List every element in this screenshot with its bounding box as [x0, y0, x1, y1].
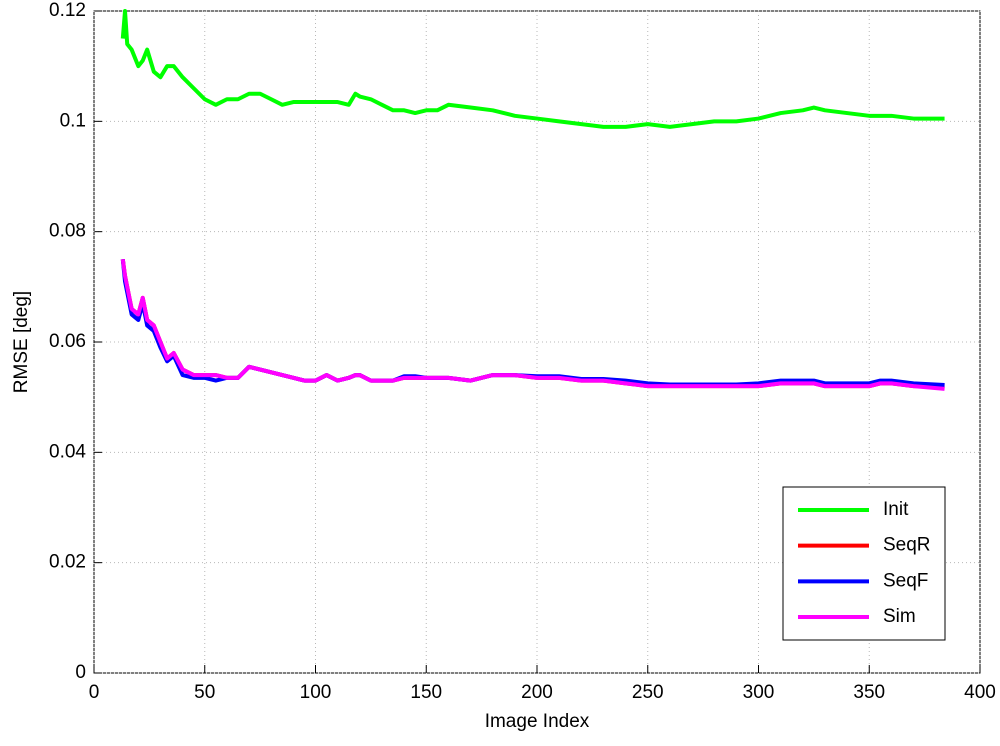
x-tick-label: 100: [300, 682, 332, 703]
y-tick-label: 0.06: [49, 331, 86, 352]
x-tick-label: 0: [89, 682, 100, 703]
x-axis-label: Image Index: [485, 711, 590, 732]
y-axis-label: RMSE [deg]: [11, 291, 32, 393]
x-tick-label: 350: [853, 682, 885, 703]
x-tick-label: 200: [521, 682, 553, 703]
legend-label: Init: [883, 499, 909, 520]
legend-label: SeqF: [883, 570, 928, 591]
y-tick-label: 0.12: [49, 0, 86, 21]
y-tick-label: 0.1: [60, 110, 86, 131]
series-line: [120, 9, 945, 129]
x-tick-label: 250: [632, 682, 664, 703]
y-tick-label: 0.02: [49, 552, 86, 573]
legend-label: Sim: [883, 606, 916, 627]
y-tick-label: 0: [75, 662, 86, 683]
x-tick-label: 400: [964, 682, 996, 703]
series-line: [120, 258, 945, 391]
legend-label: SeqR: [883, 535, 931, 556]
x-tick-label: 300: [743, 682, 775, 703]
y-tick-label: 0.04: [49, 441, 86, 462]
x-tick-label: 150: [410, 682, 442, 703]
x-tick-label: 50: [194, 682, 215, 703]
y-tick-label: 0.08: [49, 221, 86, 242]
legend-box: [782, 486, 946, 641]
